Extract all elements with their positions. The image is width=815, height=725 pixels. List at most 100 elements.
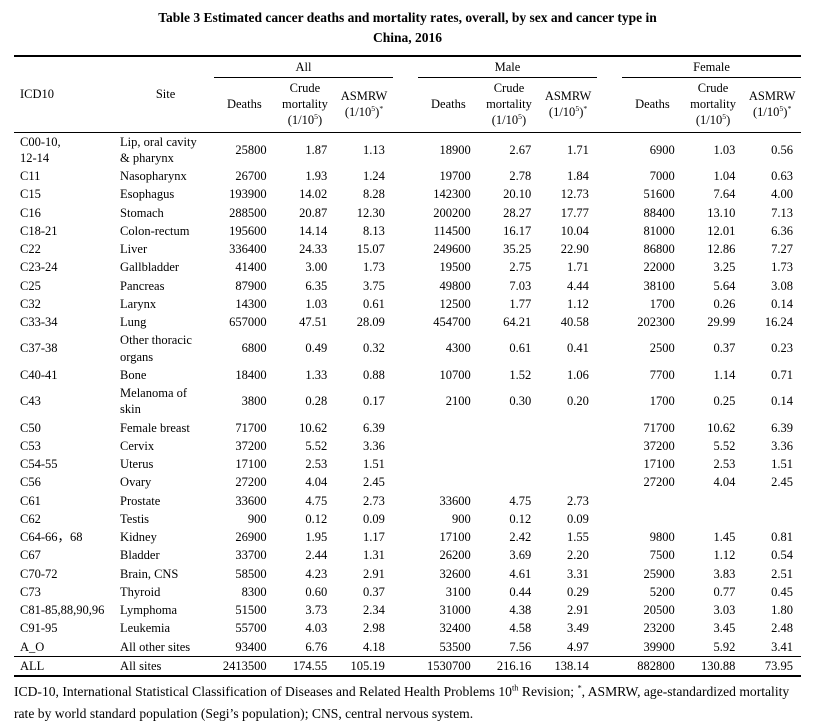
column-spacer	[393, 455, 418, 473]
site-cell: Testis	[120, 511, 150, 526]
icd10-cell: C00-10, 12-14	[20, 134, 61, 165]
asmrw-cell: 4.18	[362, 639, 385, 654]
deaths-cell: 71700	[235, 420, 267, 435]
column-spacer	[393, 473, 418, 491]
deaths-cell	[418, 419, 479, 437]
column-spacer	[393, 510, 418, 528]
crude-mortality-cell: 0.12	[305, 511, 328, 526]
crude-mortality-cell: 14.14	[299, 223, 328, 238]
asmrw-cell: 0.29	[567, 584, 589, 599]
asmrw-cell: 1.12	[567, 296, 589, 311]
crude-mortality-cell: 1.03	[713, 142, 736, 157]
deaths-cell: 39900	[643, 639, 675, 654]
asmrw-cell: 1.24	[362, 169, 385, 183]
asmrw-cell	[539, 437, 597, 455]
column-spacer	[393, 222, 418, 240]
superscript-five: 5	[722, 112, 727, 122]
asmrw-cell: 0.23	[771, 341, 793, 356]
crude-mortality-cell: 20.87	[299, 205, 328, 220]
deaths-cell: 9800	[649, 530, 675, 544]
site-cell: Cervix	[120, 438, 155, 453]
deaths-cell	[418, 473, 479, 491]
asmrw-cell: 2.51	[771, 566, 793, 581]
crude-mortality-cell: 64.21	[503, 315, 532, 329]
col-header-asmrw-all: ASMRW (1/105)*	[335, 77, 393, 133]
asmrw-cell: 2.20	[567, 548, 589, 563]
asmrw-cell	[743, 510, 801, 528]
table-row: C33-34 Lung 657000 47.51 28.09 454700 64.21 40.…	[14, 313, 801, 331]
crude-mortality-cell: 1.12	[713, 548, 736, 563]
deaths-cell: 4300	[445, 341, 471, 356]
table-row: C67 Bladder 33700 2.44 1.31 26200 3.69 2.20 7500…	[14, 546, 801, 564]
asmrw-label: ASMRW (1/10	[544, 88, 592, 120]
deaths-cell: 17100	[439, 530, 471, 544]
column-spacer	[597, 132, 622, 167]
deaths-cell: 900	[247, 511, 267, 526]
table-row: A_O All other sites 93400 6.76 4.18 53500 7.56…	[14, 638, 801, 657]
table-row: C62 Testis 900 0.12 0.09 900 0.12 0.09	[14, 510, 801, 528]
asmrw-cell: 17.77	[560, 205, 589, 220]
deaths-cell: 7500	[649, 548, 675, 563]
col-header-deaths-all: Deaths	[214, 77, 275, 133]
close-paren: )	[522, 113, 527, 128]
deaths-cell: 26900	[235, 530, 267, 544]
superscript-five: 5	[575, 103, 580, 113]
table-body: C00-10, 12-14 Lip, oral cavity & pharynx 2…	[14, 132, 801, 676]
crude-mortality-cell: 1.95	[305, 530, 328, 544]
deaths-cell: 32600	[439, 566, 471, 581]
deaths-cell: 27200	[643, 475, 675, 490]
deaths-cell: 900	[451, 511, 471, 526]
deaths-cell: 882800	[622, 655, 683, 676]
asmrw-cell: 0.61	[362, 296, 385, 311]
deaths-cell: 6900	[649, 142, 675, 157]
crude-mortality-cell: 2.53	[713, 457, 736, 471]
crude-mortality-cell: 12.01	[707, 223, 736, 238]
crude-mortality-cell: 3.83	[713, 566, 736, 581]
crude-label: Crude mortality (1/10	[690, 80, 736, 128]
superscript-asterisk: *	[577, 682, 582, 693]
column-spacer	[597, 528, 622, 546]
deaths-cell	[622, 492, 683, 510]
site-cell: Liver	[120, 242, 148, 256]
column-spacer	[393, 331, 418, 366]
deaths-cell: 20500	[643, 603, 675, 617]
column-spacer	[393, 419, 418, 437]
deaths-cell: 87900	[235, 278, 267, 293]
asmrw-cell: 1.80	[771, 603, 793, 617]
column-spacer	[393, 295, 418, 313]
table-title-line1: Table 3 Estimated cancer deaths and mort…	[158, 10, 657, 25]
asmrw-cell: 3.08	[771, 278, 793, 293]
site-cell: Prostate	[120, 493, 161, 508]
column-spacer	[393, 565, 418, 583]
asmrw-cell: 0.71	[771, 367, 793, 382]
column-spacer	[392, 655, 419, 676]
table-row: C15 Esophagus 193900 14.02 8.28 142300 20.10 12…	[14, 185, 801, 203]
deaths-cell: 19500	[439, 260, 471, 275]
deaths-cell: 18400	[235, 367, 267, 382]
icd10-cell: C23-24	[20, 260, 58, 275]
asmrw-cell: 1.51	[362, 457, 385, 471]
site-cell: Pancreas	[120, 278, 165, 293]
site-cell: Gallbladder	[120, 260, 180, 275]
column-spacer	[393, 185, 418, 203]
superscript-five: 5	[779, 103, 784, 113]
asmrw-cell: 3.49	[567, 621, 589, 636]
deaths-cell: 1530700	[418, 655, 479, 676]
deaths-cell: 2100	[445, 394, 471, 409]
crude-mortality-cell: 4.04	[713, 475, 736, 490]
close-paren: )	[317, 113, 323, 128]
deaths-cell: 49800	[439, 278, 471, 293]
asmrw-cell: 40.58	[560, 315, 589, 329]
deaths-cell: 86800	[643, 242, 675, 256]
asmrw-cell: 1.13	[362, 142, 385, 157]
site-cell: Stomach	[120, 205, 164, 220]
column-spacer	[597, 565, 622, 583]
asmrw-cell: 3.31	[567, 566, 589, 581]
icd10-cell: C40-41	[20, 367, 58, 382]
asmrw-cell: 7.13	[771, 205, 793, 220]
column-spacer	[597, 167, 622, 185]
crude-mortality-cell: 3.45	[713, 621, 736, 636]
column-spacer	[393, 313, 418, 331]
asmrw-cell: 3.41	[771, 639, 793, 654]
